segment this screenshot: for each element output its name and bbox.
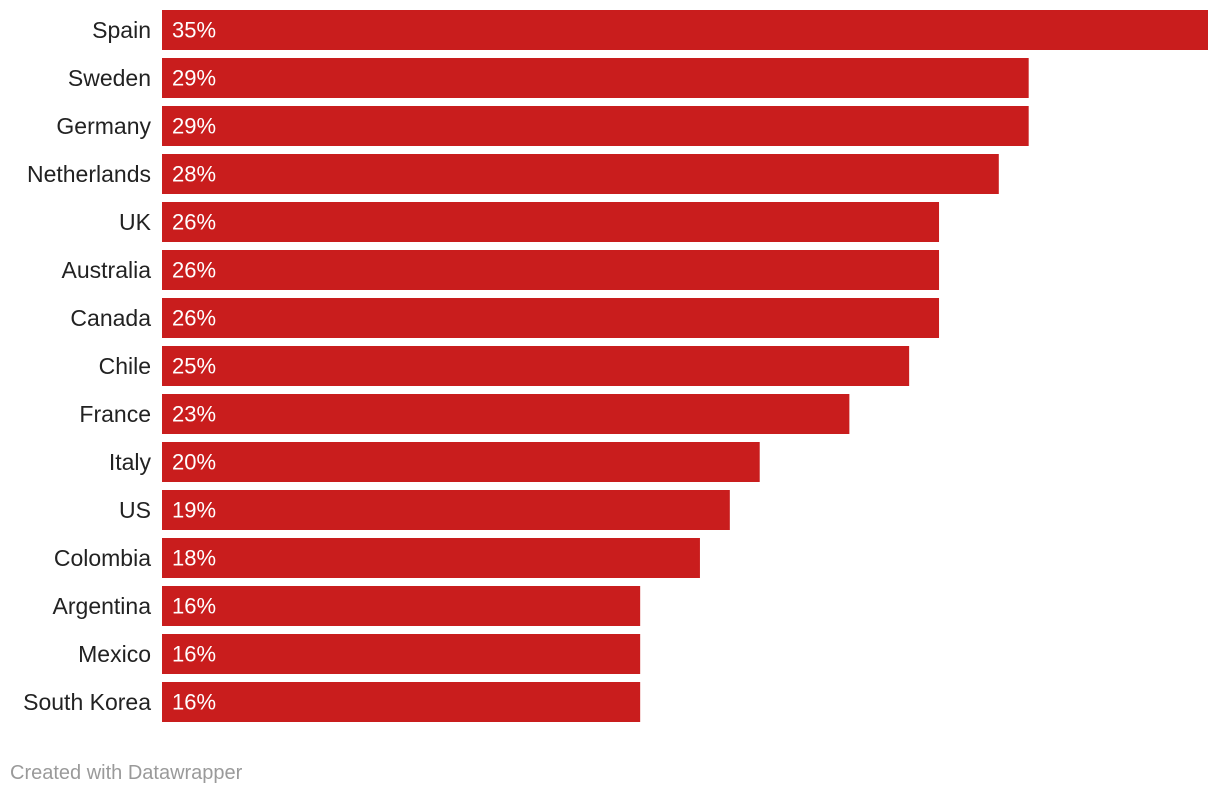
value-label: 16% xyxy=(172,642,216,667)
category-label: Netherlands xyxy=(27,161,151,187)
bar-row: Germany 29% xyxy=(56,106,1029,146)
bar xyxy=(162,538,700,578)
bar xyxy=(162,346,910,386)
bar-row: Argentina 16% xyxy=(53,586,641,626)
value-label: 35% xyxy=(172,18,216,43)
bar-row: Netherlands 28% xyxy=(27,154,999,194)
bar-row: Chile 25% xyxy=(99,346,910,386)
category-label: Germany xyxy=(56,113,151,139)
bar xyxy=(162,586,641,626)
category-label: Italy xyxy=(109,449,152,475)
bar xyxy=(162,58,1029,98)
category-label: Canada xyxy=(70,305,151,331)
value-label: 29% xyxy=(172,114,216,139)
bar xyxy=(162,442,760,482)
bar-row: Mexico 16% xyxy=(78,634,641,674)
bar xyxy=(162,298,940,338)
bar xyxy=(162,634,641,674)
value-label: 16% xyxy=(172,594,216,619)
bar-row: Canada 26% xyxy=(70,298,940,338)
bar-row: Colombia 18% xyxy=(54,538,700,578)
bar xyxy=(162,106,1029,146)
category-label: South Korea xyxy=(23,689,151,715)
bar-row: South Korea 16% xyxy=(23,682,641,722)
category-label: Sweden xyxy=(68,65,151,91)
value-label: 26% xyxy=(172,258,216,283)
bar-row: Italy 20% xyxy=(109,442,760,482)
category-label: Chile xyxy=(99,353,151,379)
bar xyxy=(162,682,641,722)
bar-row: Spain 35% xyxy=(92,10,1208,50)
category-label: Argentina xyxy=(53,593,152,619)
bar-row: UK 26% xyxy=(119,202,940,242)
bar xyxy=(162,490,730,530)
bar xyxy=(162,10,1208,50)
value-label: 26% xyxy=(172,210,216,235)
value-label: 19% xyxy=(172,498,216,523)
category-label: Mexico xyxy=(78,641,151,667)
bar xyxy=(162,394,850,434)
value-label: 29% xyxy=(172,66,216,91)
bar xyxy=(162,250,940,290)
bar-row: Australia 26% xyxy=(62,250,940,290)
value-label: 18% xyxy=(172,546,216,571)
category-label: US xyxy=(119,497,151,523)
bar xyxy=(162,202,940,242)
bar-row: Sweden 29% xyxy=(68,58,1029,98)
datawrapper-credit[interactable]: Created with Datawrapper xyxy=(10,762,243,784)
category-label: Australia xyxy=(62,257,152,283)
category-label: UK xyxy=(119,209,152,235)
value-label: 28% xyxy=(172,162,216,187)
value-label: 25% xyxy=(172,354,216,379)
value-label: 23% xyxy=(172,402,216,427)
value-label: 16% xyxy=(172,690,216,715)
category-label: Colombia xyxy=(54,545,151,571)
bar xyxy=(162,154,999,194)
bar-row: France 23% xyxy=(79,394,850,434)
category-label: France xyxy=(79,401,151,427)
category-label: Spain xyxy=(92,17,151,43)
value-label: 26% xyxy=(172,306,216,331)
bar-row: US 19% xyxy=(119,490,730,530)
value-label: 20% xyxy=(172,450,216,475)
